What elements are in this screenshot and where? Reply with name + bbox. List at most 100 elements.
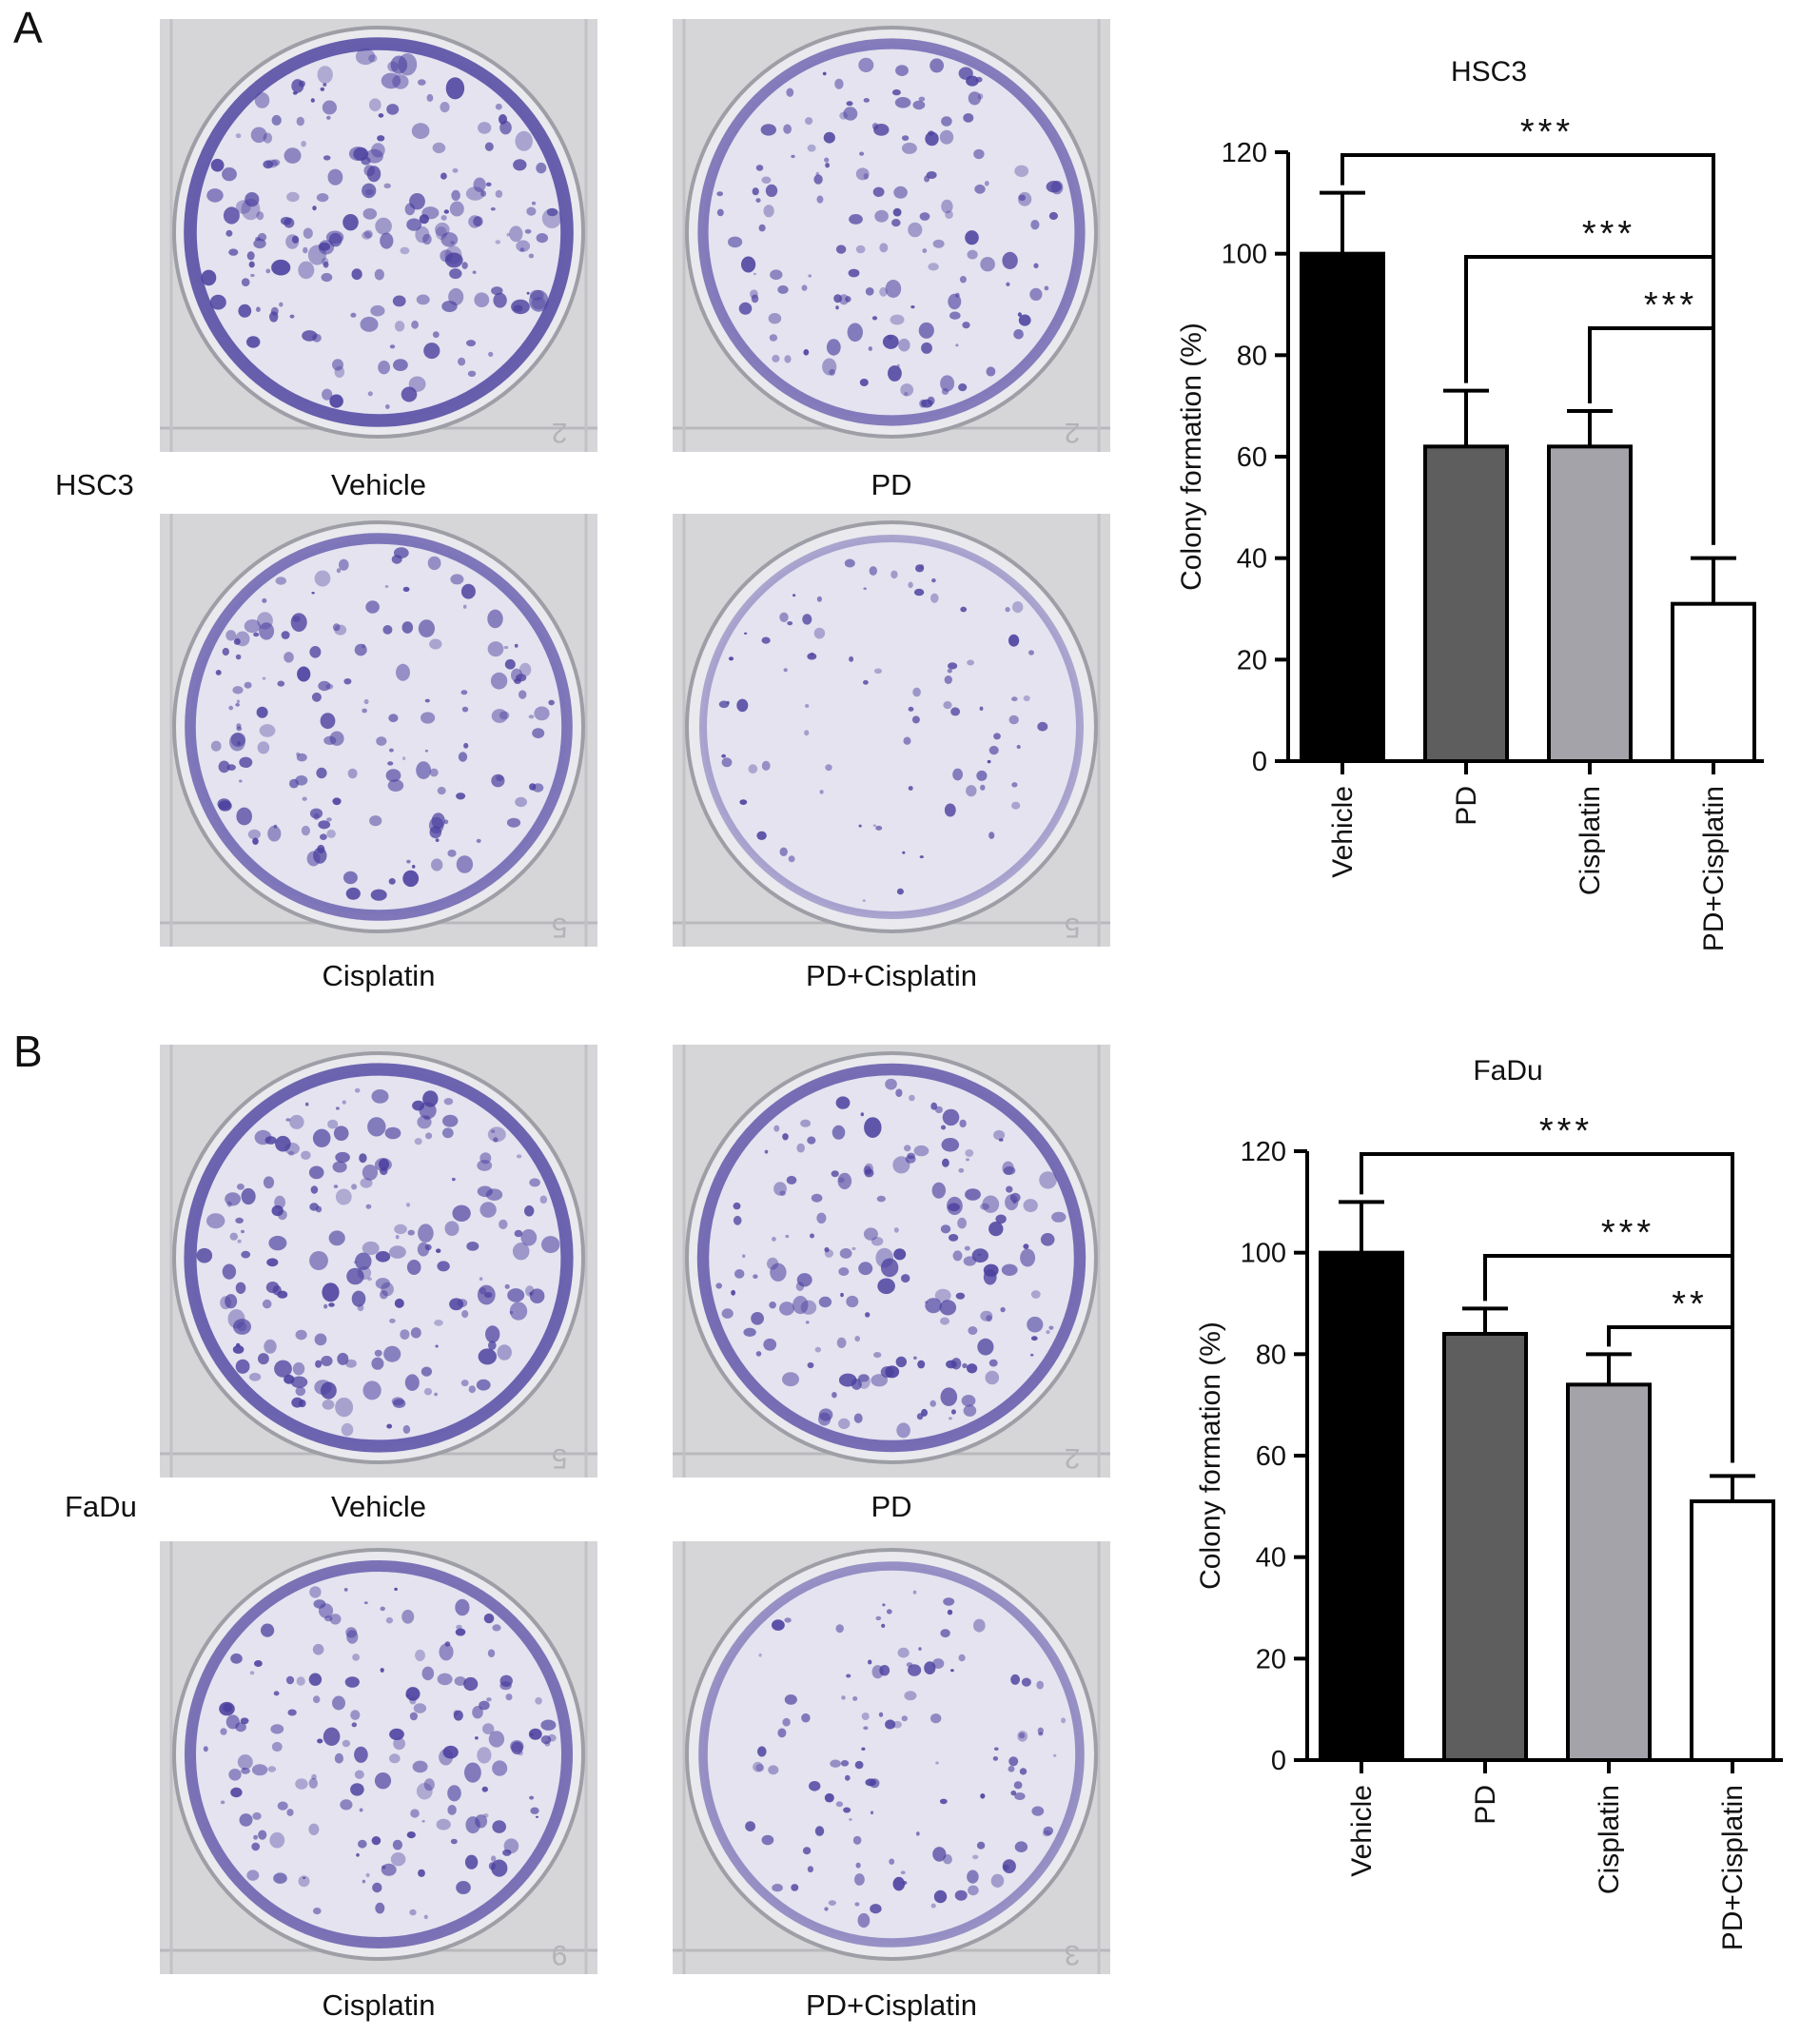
colony	[796, 1273, 812, 1287]
colony	[410, 1809, 420, 1818]
colony	[863, 587, 867, 590]
colony	[1001, 1263, 1018, 1276]
colony	[755, 165, 764, 171]
colony	[1016, 744, 1021, 750]
colony	[801, 284, 808, 291]
colony	[922, 248, 928, 253]
colony	[246, 1870, 260, 1881]
colony	[466, 1242, 479, 1251]
colony	[846, 1295, 859, 1308]
colony	[363, 229, 373, 239]
colony	[932, 1847, 947, 1862]
label-hsc3-cisplatin: Cisplatin	[322, 959, 436, 992]
colony	[854, 1336, 860, 1342]
colony	[451, 1177, 456, 1182]
colony	[513, 304, 523, 312]
colony	[313, 812, 320, 820]
colony	[757, 1746, 767, 1757]
colony	[275, 577, 286, 585]
colony	[372, 1882, 382, 1893]
colony	[497, 1344, 512, 1361]
colony	[948, 293, 962, 310]
colony	[924, 1661, 936, 1674]
colony	[392, 1399, 406, 1408]
colony	[298, 261, 315, 280]
colony	[491, 773, 505, 788]
colony	[745, 1821, 755, 1831]
colony	[1019, 1768, 1027, 1775]
colony	[965, 1149, 974, 1157]
colony	[995, 1214, 1007, 1224]
colony	[362, 1241, 380, 1256]
colony	[332, 1161, 347, 1173]
colony	[788, 855, 795, 863]
colony	[263, 1176, 275, 1189]
colony	[325, 230, 344, 245]
colony	[800, 1119, 812, 1127]
colony	[893, 186, 908, 199]
colony	[487, 1649, 496, 1657]
colony	[992, 1756, 999, 1761]
colony	[910, 305, 915, 309]
colony	[440, 172, 447, 180]
colony	[536, 162, 547, 174]
colony	[859, 379, 869, 386]
colony	[940, 1224, 951, 1234]
colony	[241, 1187, 256, 1205]
colony	[869, 566, 877, 576]
colony	[277, 1290, 288, 1299]
colony	[763, 205, 774, 218]
colony	[233, 1319, 251, 1335]
colony	[1030, 220, 1040, 230]
colony	[315, 1360, 323, 1368]
colony	[770, 1263, 787, 1282]
colony	[440, 215, 447, 221]
colony	[384, 585, 389, 588]
colony	[952, 1250, 963, 1262]
colony	[721, 1308, 734, 1319]
colony	[393, 1737, 405, 1751]
colony	[225, 1192, 241, 1206]
colony	[235, 703, 240, 707]
colony	[882, 1603, 886, 1607]
significance-label: ***	[1539, 1111, 1593, 1151]
panel-letter-a: A	[13, 3, 43, 52]
colony	[271, 114, 282, 126]
colony	[392, 74, 409, 89]
y-tick-label: 20	[1237, 645, 1267, 675]
colony	[986, 1315, 992, 1322]
row-label-hsc3: HSC3	[55, 468, 134, 501]
colony	[529, 1178, 540, 1187]
colony	[802, 614, 812, 625]
colony	[716, 208, 724, 217]
colony	[367, 1117, 386, 1137]
colony	[490, 672, 508, 690]
colony	[456, 793, 466, 800]
colony	[389, 1318, 396, 1323]
colony	[487, 609, 503, 629]
colony	[335, 1151, 350, 1164]
colony	[1005, 1194, 1019, 1211]
colony	[328, 1302, 335, 1307]
colony	[980, 1310, 993, 1321]
colony	[308, 1673, 323, 1686]
colony	[908, 786, 913, 791]
colony	[228, 248, 239, 256]
x-tick-label: PD+Cisplatin	[1717, 1785, 1749, 1950]
colony	[515, 796, 527, 808]
colony	[482, 1723, 495, 1734]
colony	[791, 154, 795, 159]
colony	[303, 1876, 306, 1880]
colony	[423, 343, 440, 360]
colony	[374, 1772, 392, 1790]
colony	[429, 638, 442, 650]
colony	[478, 122, 492, 134]
colony	[225, 229, 233, 237]
dish-well	[185, 533, 573, 921]
colony	[805, 704, 810, 708]
colony	[389, 1753, 401, 1764]
colony	[436, 1818, 451, 1830]
colony	[254, 92, 270, 108]
colony	[476, 838, 481, 843]
colony	[320, 87, 325, 91]
